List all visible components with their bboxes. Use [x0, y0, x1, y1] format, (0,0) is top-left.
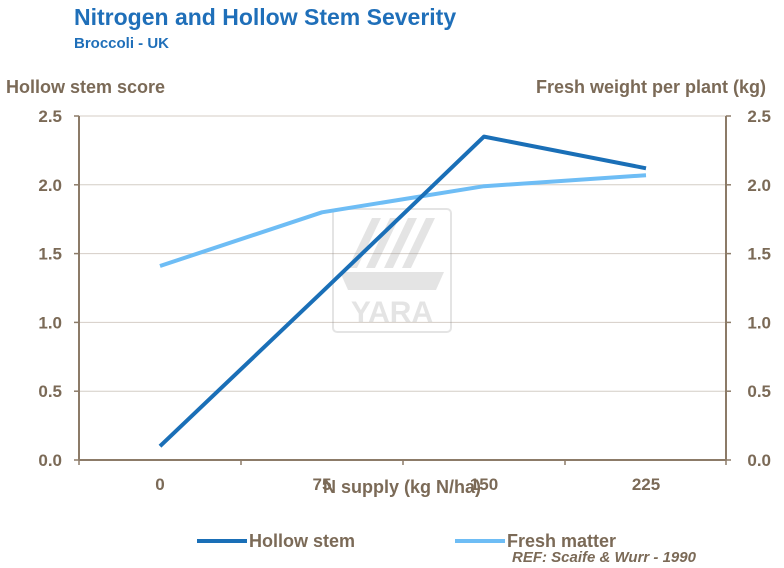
series-lines	[158, 134, 647, 448]
legend-item-fresh-matter: Fresh matter	[455, 530, 616, 552]
y-tick-label-right: 1.0	[747, 313, 771, 332]
reference-note: REF: Scaife & Wurr - 1990	[512, 549, 696, 566]
x-tick-label: 75	[313, 475, 332, 494]
chart-title: Nitrogen and Hollow Stem Severity	[74, 4, 457, 30]
watermark-sails	[348, 218, 435, 268]
y-axis-left-title: Hollow stem score	[6, 77, 166, 97]
x-tick-label: 150	[470, 475, 498, 494]
legend-swatch-fresh-matter	[455, 539, 505, 543]
y-tick-label-right: 2.5	[747, 107, 771, 126]
x-axis-title-text: N supply (kg N/ha)	[322, 477, 481, 497]
series-line-hollow-stem	[158, 134, 647, 448]
y-tick-label-left: 2.5	[38, 107, 62, 126]
y-axis-right-title: Fresh weight per plant (kg)	[535, 77, 766, 97]
x-tick-label: 0	[155, 475, 164, 494]
y-tick-label-left: 1.0	[38, 313, 62, 332]
chart-subtitle: Broccoli - UK	[74, 35, 170, 52]
y-tick-label-right: 0.5	[747, 382, 771, 401]
y-ticks-left: 0.0 0.5 1.0 1.5 2.0 2.5	[38, 107, 62, 470]
watermark-text: YARA	[351, 296, 433, 329]
y-tick-label-left: 0.5	[38, 382, 62, 401]
watermark-ship-hull	[340, 272, 444, 290]
y-tick-label-right: 1.5	[747, 245, 771, 264]
y-tick-label-right: 2.0	[747, 176, 771, 195]
y-ticks-right: 0.0 0.5 1.0 1.5 2.0 2.5	[747, 107, 771, 470]
x-ticks: 0 75 150 225	[155, 475, 660, 494]
legend-item-hollow-stem: Hollow stem	[197, 530, 355, 552]
series-line-fresh-matter	[159, 173, 647, 268]
x-axis-title: N supply (kg N/ha)	[0, 477, 784, 498]
axes	[74, 115, 731, 465]
y-tick-label-left: 2.0	[38, 176, 62, 195]
legend-label-fresh-matter: Fresh matter	[507, 530, 617, 551]
x-tick-label: 225	[632, 475, 660, 494]
gridlines	[79, 115, 726, 392]
y-tick-label-left: 1.5	[38, 245, 62, 264]
yara-watermark-logo: YARA	[332, 208, 452, 333]
y-tick-label-left: 0.0	[38, 451, 62, 470]
legend-swatch-hollow-stem	[197, 539, 247, 543]
legend-label-hollow-stem: Hollow stem	[249, 530, 356, 551]
watermark-frame	[332, 208, 452, 333]
y-tick-label-right: 0.0	[747, 451, 771, 470]
